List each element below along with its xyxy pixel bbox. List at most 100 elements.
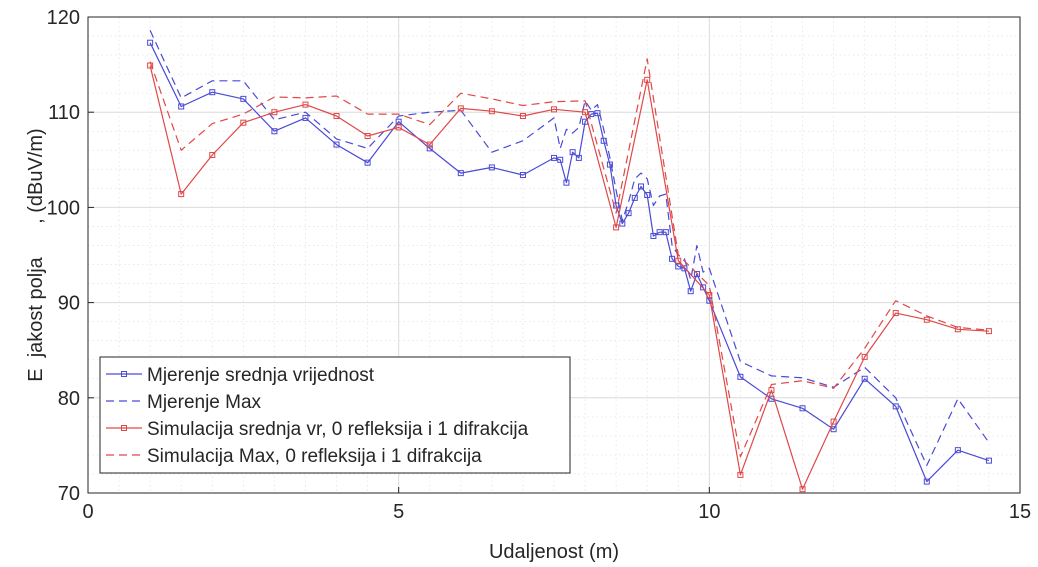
data-point — [631, 194, 638, 201]
x-tick-label: 0 — [82, 501, 93, 523]
legend-label: Simulacija srednja vr, 0 refleksija i 1 … — [147, 419, 529, 440]
data-point — [830, 426, 837, 433]
data-point — [488, 164, 495, 171]
data-point — [650, 232, 657, 239]
data-point — [606, 161, 613, 168]
data-point — [488, 108, 495, 115]
legend-item: Simulacija Max, 0 refleksija i 1 difrakc… — [106, 446, 482, 467]
data-point — [625, 210, 632, 217]
data-point — [551, 106, 557, 113]
data-point — [519, 172, 526, 179]
data-point — [209, 89, 216, 96]
series-3 — [147, 62, 992, 493]
data-point — [395, 118, 402, 125]
data-point — [364, 159, 371, 166]
series-line — [149, 58, 989, 458]
series-line — [149, 30, 990, 466]
data-point — [240, 95, 247, 102]
data-point — [675, 257, 682, 264]
data-point — [519, 113, 526, 120]
data-point — [426, 145, 433, 152]
data-point — [147, 39, 154, 46]
data-point — [923, 316, 930, 323]
x-tick-label: 15 — [1009, 501, 1031, 523]
data-point — [178, 191, 185, 198]
data-point — [209, 152, 216, 159]
legend-label: Mjerenje srednja vrijednost — [147, 365, 375, 386]
series-line — [149, 65, 989, 490]
y-tick-label: 120 — [47, 7, 80, 29]
data-point — [302, 101, 309, 108]
plot-frame — [87, 16, 1021, 494]
legend: Mjerenje srednja vrijednost Mjerenje Max S… — [99, 356, 571, 474]
data-point — [569, 149, 576, 156]
series-4 — [149, 58, 989, 458]
x-tick-label: 10 — [698, 501, 720, 523]
data-point — [582, 109, 589, 116]
x-axis-label: Udaljenost (m) — [489, 541, 619, 563]
x-tick-label: 5 — [393, 501, 404, 523]
data-point — [575, 154, 582, 161]
y-axis-label: E jakost polja , (dBuV/m) — [25, 128, 47, 381]
data-point — [700, 284, 707, 291]
data-point — [669, 255, 676, 262]
data-point — [644, 192, 651, 199]
data-point — [333, 141, 340, 148]
data-point — [768, 387, 775, 394]
data-point — [333, 113, 340, 120]
legend-marker — [121, 371, 127, 377]
data-point — [178, 103, 185, 110]
data-point — [613, 224, 620, 231]
legend-marker — [121, 425, 127, 431]
data-point — [737, 373, 744, 380]
y-tick-label: 80 — [58, 388, 80, 410]
data-point — [457, 105, 464, 112]
legend-label: Mjerenje Max — [147, 392, 262, 413]
data-point — [551, 154, 557, 161]
data-point — [737, 471, 744, 478]
data-point — [426, 141, 433, 148]
data-point — [799, 405, 806, 412]
data-point — [240, 119, 247, 126]
data-point — [557, 156, 564, 163]
data-point — [271, 109, 278, 116]
data-point — [457, 170, 464, 177]
data-point — [675, 263, 682, 270]
data-point — [644, 76, 651, 83]
y-tick-label: 100 — [47, 197, 80, 219]
data-point — [364, 133, 371, 139]
legend-box — [99, 356, 571, 474]
data-point — [681, 265, 688, 272]
y-tick-label: 110 — [48, 102, 80, 124]
data-point — [302, 114, 309, 121]
legend-label: Simulacija Max, 0 refleksija i 1 difrakc… — [147, 446, 482, 467]
tick-labels: 0 5 10 15 70 80 90 100 110 120 — [47, 7, 1032, 523]
data-point — [861, 353, 868, 360]
data-point — [985, 457, 992, 464]
data-point — [830, 418, 837, 425]
data-point — [892, 403, 899, 410]
data-point — [656, 229, 663, 236]
legend-item: Mjerenje srednja vrijednost — [106, 365, 375, 386]
series-2 — [149, 30, 990, 466]
data-point — [687, 288, 694, 295]
data-point — [395, 124, 402, 131]
data-point — [954, 447, 961, 454]
data-point — [706, 291, 713, 298]
data-point — [861, 375, 868, 382]
data-point — [985, 328, 992, 335]
data-point — [271, 128, 278, 135]
y-tick-label: 70 — [58, 483, 80, 505]
legend-item: Simulacija srednja vr, 0 refleksija i 1 … — [106, 419, 529, 440]
data-point — [892, 310, 899, 317]
data-point — [799, 486, 806, 493]
series-layer — [147, 30, 992, 493]
data-point — [662, 229, 669, 236]
legend-item: Mjerenje Max — [106, 392, 262, 413]
y-tick-label: 90 — [58, 293, 80, 315]
data-point — [693, 271, 700, 278]
data-point — [923, 478, 930, 485]
data-point — [563, 179, 570, 186]
data-point — [637, 183, 644, 190]
